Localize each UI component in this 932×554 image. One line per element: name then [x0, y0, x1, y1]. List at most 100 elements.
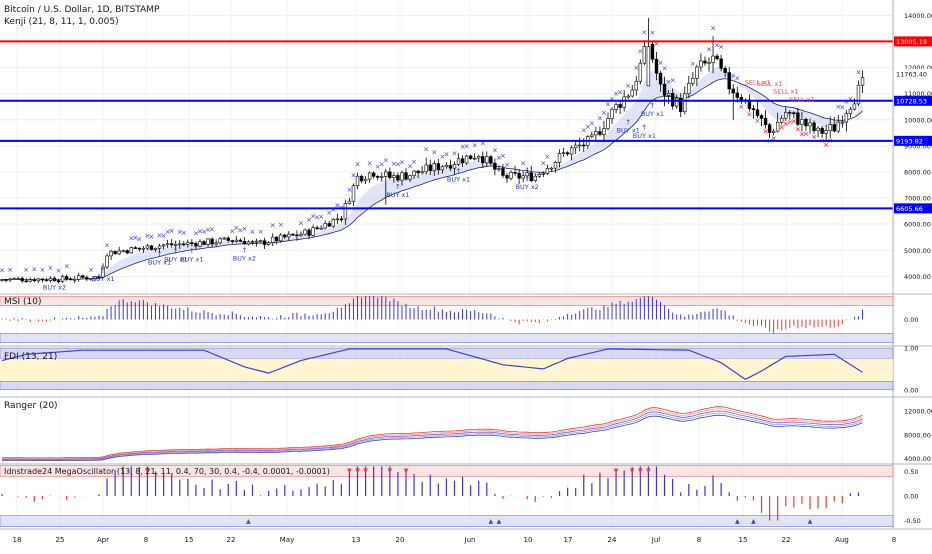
cross-marker: ×: [500, 152, 506, 160]
ranger-line: [2, 408, 863, 459]
time-axis-tick-label: 25: [56, 536, 65, 544]
cross-marker: ×: [39, 266, 45, 274]
cross-marker: ×: [233, 224, 239, 232]
cross-marker: ×: [690, 60, 696, 68]
candle-body: [723, 68, 727, 73]
cross-marker: ×: [520, 159, 526, 167]
candle-body: [93, 276, 97, 279]
cross-marker: ×: [64, 262, 70, 270]
candle-body: [218, 238, 222, 244]
mega-buy-marker: ▲: [808, 518, 813, 525]
candle-body: [464, 155, 469, 164]
candle-body: [44, 279, 49, 282]
cross-marker: ×: [714, 42, 720, 50]
cross-marker: ×: [464, 143, 470, 151]
candle-body: [812, 122, 816, 132]
cross-marker: ×: [209, 225, 215, 233]
candle-body: [234, 239, 239, 242]
cross-marker: ×: [104, 242, 110, 250]
candle-body: [323, 223, 327, 229]
mega-axis-tick-label: -0.50: [904, 517, 921, 525]
cross-marker: ×: [460, 143, 466, 151]
candle-body: [186, 242, 190, 245]
candle-body: [444, 164, 449, 168]
candle-body: [214, 242, 218, 245]
candle-body: [618, 104, 622, 108]
buy-arrow: ↑: [395, 183, 401, 191]
candle-body: [12, 278, 16, 280]
candle-body: [141, 247, 146, 250]
cross-marker: ×: [278, 221, 284, 229]
candle-body: [335, 218, 340, 221]
cross-marker: ×: [391, 160, 397, 168]
time-axis-tick-label: Jul: [651, 536, 661, 544]
time-axis-tick-label: Aug: [835, 536, 849, 544]
candle-body: [327, 223, 331, 227]
cross-marker: ×: [617, 89, 623, 97]
candle-body: [4, 279, 8, 281]
cross-marker: ×: [637, 47, 643, 55]
cross-marker: ×: [314, 214, 320, 222]
candle-body: [258, 240, 263, 243]
cross-marker: ×: [835, 103, 841, 111]
cross-marker: ×: [654, 40, 660, 48]
buy-signal-label: BUY x1: [386, 191, 409, 199]
candle-body: [52, 278, 57, 282]
candle-body: [161, 244, 166, 247]
cross-marker: ×: [229, 228, 235, 236]
fdi-axis-tick-label: 1.00: [904, 345, 918, 353]
candle-body: [279, 234, 283, 242]
candle-body: [626, 95, 630, 98]
candle-body: [230, 240, 234, 242]
cross-marker: ×: [177, 228, 183, 236]
candle-body: [307, 229, 311, 236]
candle-body: [319, 227, 323, 230]
level-price-tag: [894, 36, 932, 47]
cross-marker: ×: [633, 64, 639, 72]
cross-marker: ×: [0, 267, 5, 275]
candle-body: [703, 60, 707, 64]
cross-marker: ×: [625, 82, 631, 90]
candle-body: [658, 72, 663, 85]
sell-signal-label: SELL x1: [773, 88, 799, 96]
candle-body: [735, 92, 739, 98]
cross-marker: ×: [666, 78, 672, 86]
candle-body: [81, 275, 85, 278]
level-price-label: 10728.53: [896, 97, 927, 105]
cross-marker: ×: [48, 264, 54, 272]
cross-marker: ×: [132, 234, 138, 242]
cross-marker: ×: [658, 59, 664, 67]
candle-body: [614, 104, 618, 110]
time-axis-tick-label: Jun: [464, 536, 476, 544]
candle-body: [630, 89, 634, 97]
ranger-axis-tick-label: 12000.00: [904, 408, 932, 416]
candle-body: [351, 185, 356, 202]
candle-body: [654, 58, 659, 74]
cross-marker: ×: [589, 119, 595, 127]
mega-buy-marker: ▲: [489, 518, 494, 525]
cross-marker: ×: [650, 29, 656, 37]
level-price-label: 6605.66: [896, 205, 923, 213]
candle-body: [561, 152, 566, 155]
fdi-middle-band: [0, 358, 893, 382]
cross-marker: ×: [791, 118, 797, 126]
time-axis-tick-label: 20: [396, 536, 405, 544]
candle-body: [557, 153, 562, 163]
cross-marker: ×: [181, 229, 187, 237]
candle-body: [347, 200, 352, 204]
candle-body: [784, 111, 788, 119]
candles: [0, 18, 865, 284]
mega-sell-marker: ▼: [614, 467, 619, 474]
price-axis-tick-label: 6000.00: [904, 221, 931, 229]
cross-marker: ×: [306, 216, 312, 224]
candle-body: [182, 243, 186, 246]
candle-body: [0, 279, 4, 281]
time-axis-tick-label: Apr: [97, 536, 109, 544]
candle-body: [359, 175, 364, 182]
cross-marker: ×: [237, 226, 243, 234]
cross-marker: ×: [581, 126, 587, 134]
candle-body: [392, 175, 396, 178]
cross-marker: ×: [31, 266, 37, 274]
